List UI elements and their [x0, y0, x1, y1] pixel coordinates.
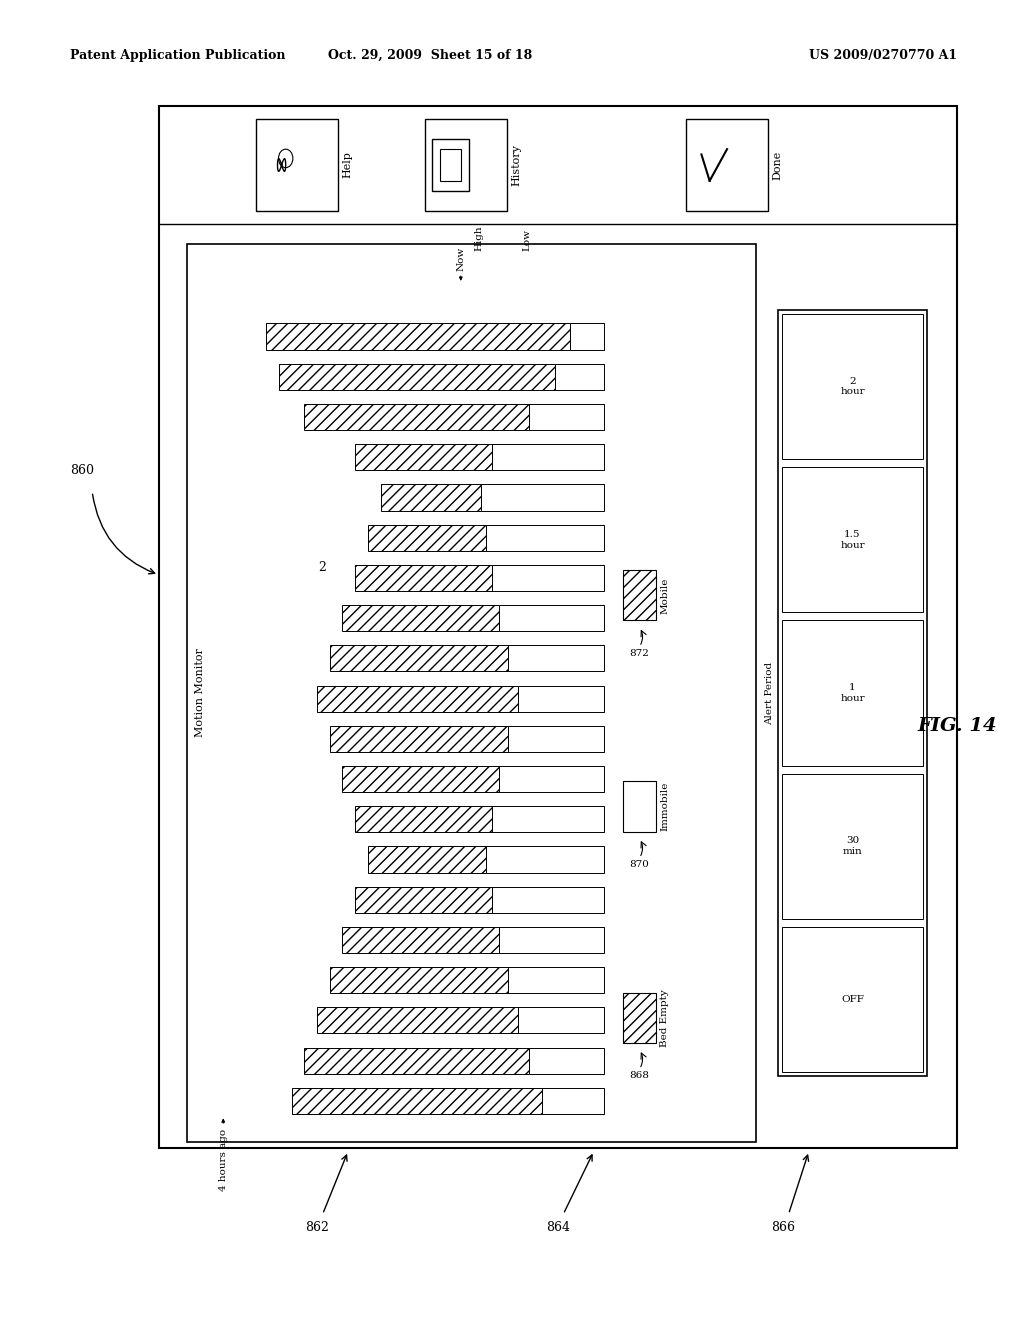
- Text: 866: 866: [771, 1221, 796, 1234]
- Bar: [500, 605, 604, 631]
- Text: Motion Monitor: Motion Monitor: [195, 648, 205, 738]
- Text: OFF: OFF: [841, 995, 864, 1003]
- Text: History: History: [511, 144, 521, 186]
- Bar: [500, 927, 604, 953]
- Bar: [266, 323, 570, 350]
- Text: 30
min: 30 min: [843, 837, 862, 855]
- Bar: [500, 766, 604, 792]
- Bar: [529, 1048, 604, 1073]
- Bar: [493, 444, 604, 470]
- Bar: [782, 927, 923, 1072]
- Bar: [481, 484, 604, 511]
- Bar: [493, 565, 604, 591]
- Bar: [782, 620, 923, 766]
- Bar: [368, 524, 486, 550]
- Bar: [440, 149, 461, 181]
- Text: 4 hours ago: 4 hours ago: [219, 1129, 227, 1191]
- Text: 1.5
hour: 1.5 hour: [840, 531, 865, 549]
- Text: Low: Low: [523, 228, 531, 251]
- Bar: [256, 119, 338, 211]
- Bar: [330, 968, 508, 993]
- Bar: [778, 310, 927, 1076]
- Bar: [486, 524, 604, 550]
- Text: 860: 860: [70, 465, 94, 477]
- Bar: [508, 645, 604, 672]
- Text: Mobile: Mobile: [660, 577, 670, 614]
- Bar: [381, 484, 481, 511]
- Bar: [782, 467, 923, 612]
- Bar: [782, 314, 923, 459]
- Bar: [508, 968, 604, 993]
- Bar: [542, 1088, 604, 1114]
- Bar: [355, 807, 493, 833]
- Bar: [279, 364, 555, 389]
- Bar: [342, 766, 500, 792]
- Text: FIG. 14: FIG. 14: [918, 717, 997, 735]
- Bar: [518, 685, 604, 711]
- Bar: [570, 323, 604, 350]
- Bar: [317, 685, 518, 711]
- Bar: [342, 927, 500, 953]
- Bar: [518, 1007, 604, 1034]
- Text: Patent Application Publication: Patent Application Publication: [70, 49, 285, 62]
- Bar: [304, 1048, 529, 1073]
- Text: 1
hour: 1 hour: [840, 684, 865, 702]
- Bar: [529, 404, 604, 430]
- Text: 862: 862: [305, 1221, 330, 1234]
- Text: 868: 868: [630, 1072, 649, 1080]
- Bar: [159, 106, 957, 1148]
- Bar: [355, 565, 493, 591]
- Text: 864: 864: [546, 1221, 570, 1234]
- Bar: [292, 1088, 542, 1114]
- Text: Now: Now: [457, 247, 465, 271]
- Bar: [686, 119, 768, 211]
- Bar: [486, 846, 604, 873]
- Text: Help: Help: [342, 152, 352, 178]
- Bar: [304, 404, 529, 430]
- Bar: [623, 781, 656, 832]
- Bar: [493, 807, 604, 833]
- Bar: [432, 139, 469, 191]
- Bar: [355, 887, 493, 913]
- Bar: [355, 444, 493, 470]
- Text: 2: 2: [318, 561, 327, 574]
- Bar: [330, 645, 508, 672]
- Text: Alert Period: Alert Period: [766, 661, 774, 725]
- Bar: [623, 993, 656, 1043]
- Text: Bed Empty: Bed Empty: [660, 989, 670, 1047]
- Text: 870: 870: [630, 861, 649, 869]
- Bar: [368, 846, 486, 873]
- Bar: [330, 726, 508, 752]
- Text: Oct. 29, 2009  Sheet 15 of 18: Oct. 29, 2009 Sheet 15 of 18: [328, 49, 532, 62]
- Text: High: High: [475, 226, 483, 251]
- Text: 872: 872: [630, 649, 649, 657]
- Bar: [493, 887, 604, 913]
- Bar: [425, 119, 507, 211]
- Text: Done: Done: [772, 150, 782, 180]
- Bar: [623, 570, 656, 620]
- Text: Immobile: Immobile: [660, 781, 670, 832]
- Text: 2
hour: 2 hour: [840, 378, 865, 396]
- Bar: [342, 605, 500, 631]
- Bar: [508, 726, 604, 752]
- Bar: [187, 244, 756, 1142]
- Bar: [317, 1007, 518, 1034]
- Bar: [555, 364, 604, 389]
- Text: US 2009/0270770 A1: US 2009/0270770 A1: [809, 49, 957, 62]
- Bar: [782, 774, 923, 919]
